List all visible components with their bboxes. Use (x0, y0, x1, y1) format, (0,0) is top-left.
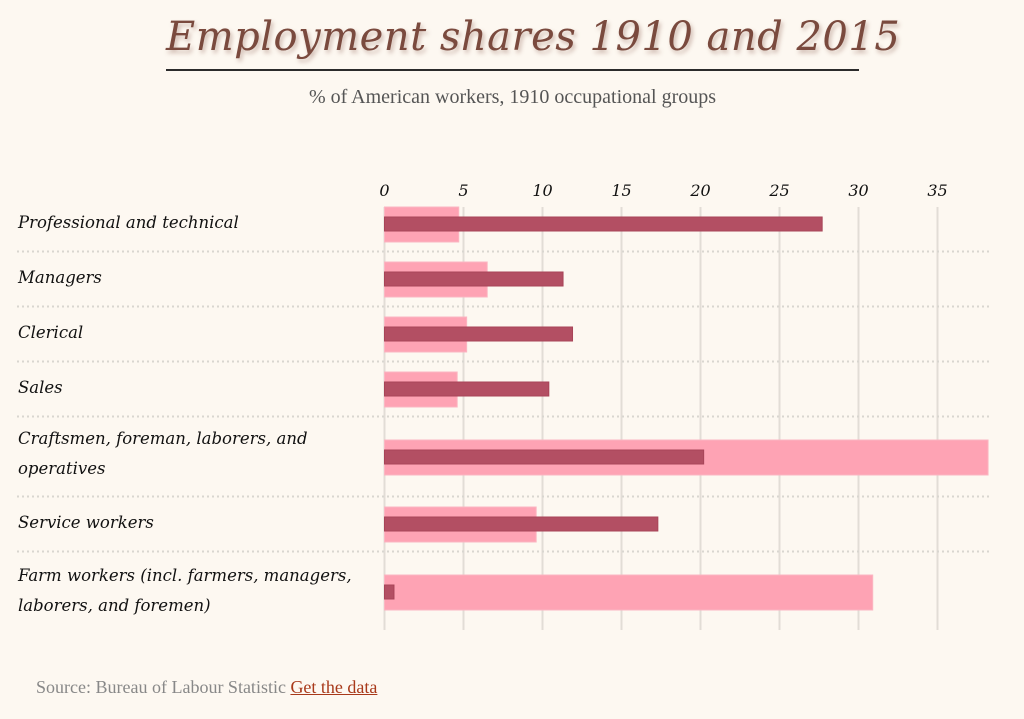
x-tick-label-30: 30 (848, 181, 868, 200)
x-tick-label-25: 25 (768, 181, 789, 200)
bar-2015-0 (384, 216, 823, 232)
category-label-5: Service workers (18, 513, 154, 532)
bar-2015-1 (384, 271, 564, 287)
category-label-3: Sales (18, 378, 63, 397)
x-tick-label-0: 0 (379, 181, 389, 200)
x-axis-tick-labels: 0 5 10 15 20 25 30 35 (379, 181, 947, 200)
category-label-1: Managers (18, 268, 102, 287)
bars (384, 206, 989, 611)
get-the-data-link[interactable]: Get the data (290, 677, 378, 697)
bar-2015-4 (384, 449, 705, 465)
category-label-6: Farm workers (incl. farmers, managers, l… (18, 566, 352, 615)
row-dividers (17, 250, 989, 553)
chart-title: Employment shares 1910 and 2015 (166, 14, 901, 60)
bar-2015-3 (384, 381, 550, 397)
bar-2015-2 (384, 326, 574, 342)
x-tick-label-10: 10 (532, 181, 552, 200)
category-label-2: Clerical (18, 323, 84, 342)
x-tick-label-35: 35 (927, 181, 947, 200)
title-underline (166, 69, 859, 71)
chart-subtitle: % of American workers, 1910 occupational… (308, 86, 717, 108)
x-tick-label-5: 5 (458, 181, 468, 200)
category-label-4: Craftsmen, foreman, laborers, and operat… (18, 429, 308, 478)
source-note: Source: Bureau of Labour Statistic Get t… (36, 677, 377, 698)
x-tick-label-15: 15 (611, 181, 631, 200)
bar-2015-6 (384, 584, 395, 600)
x-tick-label-20: 20 (689, 181, 710, 200)
bar-1910-6 (384, 574, 874, 611)
bar-2015-5 (384, 516, 659, 532)
source-text: Source: Bureau of Labour Statistic (36, 677, 286, 697)
category-label-0: Professional and technical (18, 213, 239, 232)
